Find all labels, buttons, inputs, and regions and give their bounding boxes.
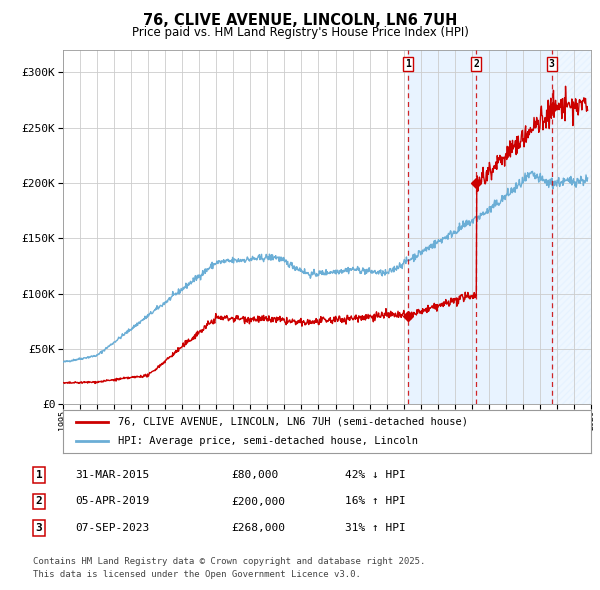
Text: £200,000: £200,000: [231, 497, 285, 506]
Text: £80,000: £80,000: [231, 470, 278, 480]
Bar: [408, 50, 551, 404]
Bar: [551, 50, 599, 404]
Text: 1: 1: [35, 470, 43, 480]
Text: 2: 2: [473, 59, 479, 69]
Text: 16% ↑ HPI: 16% ↑ HPI: [345, 497, 406, 506]
Text: 76, CLIVE AVENUE, LINCOLN, LN6 7UH (semi-detached house): 76, CLIVE AVENUE, LINCOLN, LN6 7UH (semi…: [118, 417, 469, 427]
Text: 2: 2: [35, 497, 43, 506]
Text: 31-MAR-2015: 31-MAR-2015: [75, 470, 149, 480]
Text: 31% ↑ HPI: 31% ↑ HPI: [345, 523, 406, 533]
Text: 05-APR-2019: 05-APR-2019: [75, 497, 149, 506]
Text: 76, CLIVE AVENUE, LINCOLN, LN6 7UH: 76, CLIVE AVENUE, LINCOLN, LN6 7UH: [143, 13, 457, 28]
Text: 3: 3: [549, 59, 554, 69]
Text: 1: 1: [405, 59, 411, 69]
Text: 42% ↓ HPI: 42% ↓ HPI: [345, 470, 406, 480]
Text: 07-SEP-2023: 07-SEP-2023: [75, 523, 149, 533]
Text: HPI: Average price, semi-detached house, Lincoln: HPI: Average price, semi-detached house,…: [118, 436, 418, 446]
Text: Price paid vs. HM Land Registry's House Price Index (HPI): Price paid vs. HM Land Registry's House …: [131, 26, 469, 39]
Text: £268,000: £268,000: [231, 523, 285, 533]
Text: Contains HM Land Registry data © Crown copyright and database right 2025.: Contains HM Land Registry data © Crown c…: [33, 558, 425, 566]
Text: 3: 3: [35, 523, 43, 533]
Text: This data is licensed under the Open Government Licence v3.0.: This data is licensed under the Open Gov…: [33, 571, 361, 579]
